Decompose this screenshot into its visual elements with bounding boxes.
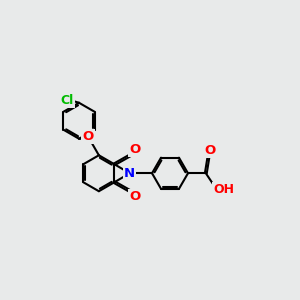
Text: Cl: Cl xyxy=(61,94,74,107)
Text: O: O xyxy=(204,144,215,157)
Text: O: O xyxy=(130,143,141,156)
Text: O: O xyxy=(82,130,94,143)
Text: O: O xyxy=(130,190,141,203)
Text: OH: OH xyxy=(213,183,234,196)
Text: N: N xyxy=(124,167,135,180)
